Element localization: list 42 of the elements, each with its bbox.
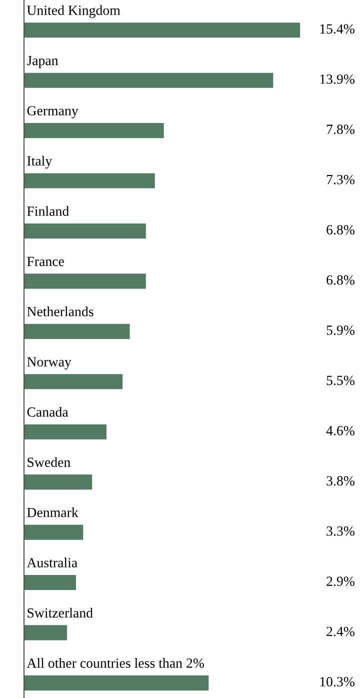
y-tick-label: Canada <box>27 406 68 417</box>
y-tick-label: Italy <box>27 156 52 169</box>
bar <box>24 123 164 138</box>
bar <box>24 625 68 640</box>
bar <box>24 675 209 690</box>
y-tick-label: France <box>27 256 64 266</box>
data-label: 5.9% <box>326 326 354 335</box>
bar <box>24 524 84 540</box>
y-tick-label: Switzerland <box>28 608 93 618</box>
data-label: 5.5% <box>326 376 354 386</box>
y-tick-label: All other countries less than 2% <box>26 658 204 668</box>
bar <box>24 274 146 289</box>
bar <box>24 324 130 339</box>
data-label: 2.4% <box>326 626 354 636</box>
data-label: 2.9% <box>326 576 354 586</box>
data-label: 13.9% <box>320 74 354 84</box>
y-tick-label: Germany <box>27 106 78 118</box>
bar <box>24 424 106 440</box>
y-tick-label: Sweden <box>28 457 70 467</box>
y-tick-label: Denmark <box>27 507 78 518</box>
bar <box>24 72 274 88</box>
data-label: 4.6% <box>326 426 354 436</box>
y-tick-label: Australia <box>26 558 78 568</box>
y-tick-label: United Kingdom <box>26 5 120 18</box>
data-label: 3.8% <box>326 476 354 486</box>
data-label: 3.3% <box>326 526 354 536</box>
data-label: 15.4% <box>320 24 354 34</box>
bar <box>24 474 92 490</box>
data-label: 6.8% <box>326 275 354 285</box>
bar <box>24 22 300 38</box>
bar <box>24 574 76 590</box>
data-label: 7.3% <box>326 174 354 184</box>
data-label: 7.8% <box>326 124 354 134</box>
y-tick-label: Japan <box>26 56 58 68</box>
bar <box>24 374 123 390</box>
y-tick-label: Netherlands <box>27 306 94 316</box>
data-label: 6.8% <box>326 225 354 235</box>
y-tick-label: Norway <box>27 357 72 370</box>
data-label: 10.3% <box>320 677 354 686</box>
bar <box>24 223 146 239</box>
y-tick-label: Finland <box>27 206 69 216</box>
bar <box>24 173 155 188</box>
